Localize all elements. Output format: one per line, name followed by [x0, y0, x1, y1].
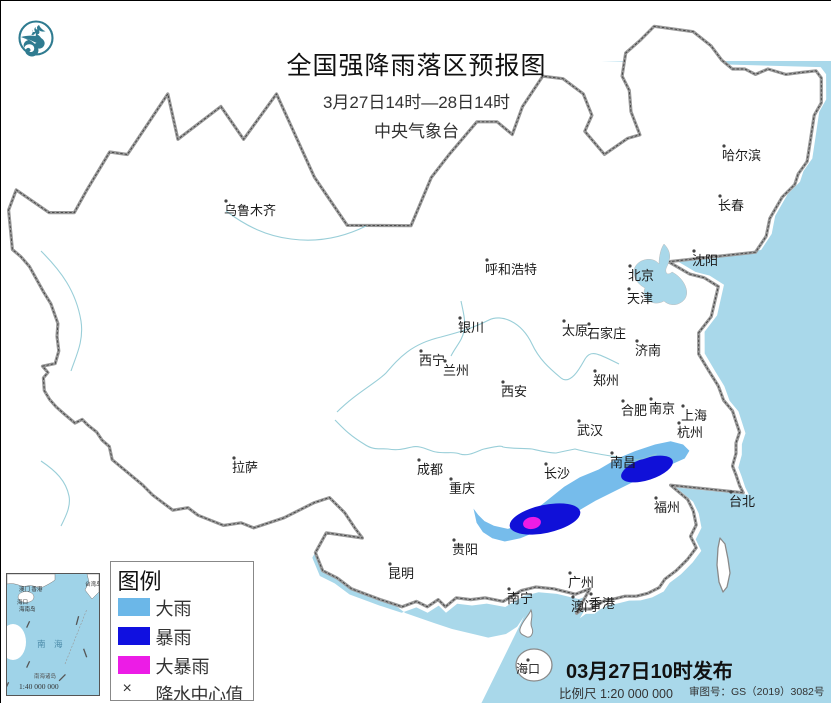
svg-text:长春: 长春 — [718, 198, 744, 213]
svg-text:济南: 济南 — [635, 343, 661, 358]
svg-text:贵阳: 贵阳 — [452, 542, 478, 557]
svg-text:南海诸岛: 南海诸岛 — [34, 672, 57, 680]
svg-text:南 海: 南 海 — [37, 639, 63, 649]
svg-text:哈尔滨: 哈尔滨 — [722, 148, 761, 163]
svg-text:香港: 香港 — [589, 596, 615, 611]
svg-text:兰州: 兰州 — [443, 363, 469, 378]
svg-text:广州: 广州 — [568, 575, 594, 590]
svg-text:西安: 西安 — [501, 384, 527, 399]
svg-text:长沙: 长沙 — [544, 466, 570, 481]
svg-text:南昌: 南昌 — [610, 455, 636, 470]
svg-text:北京: 北京 — [628, 268, 654, 283]
svg-text:台湾岛: 台湾岛 — [85, 580, 99, 588]
svg-text:昆明: 昆明 — [388, 566, 414, 581]
svg-text:南京: 南京 — [649, 401, 675, 416]
svg-text:呼和浩特: 呼和浩特 — [485, 262, 537, 277]
svg-text:成都: 成都 — [417, 462, 443, 477]
svg-text:海南岛: 海南岛 — [19, 605, 36, 613]
svg-text:银川: 银川 — [458, 320, 484, 335]
svg-text:上海: 上海 — [681, 408, 707, 423]
svg-text:台北: 台北 — [729, 494, 755, 509]
svg-text:太原: 太原 — [562, 323, 588, 338]
svg-text:福州: 福州 — [654, 500, 680, 515]
svg-text:乌鲁木齐: 乌鲁木齐 — [224, 203, 276, 218]
svg-text:拉萨: 拉萨 — [232, 460, 258, 475]
svg-text:石家庄: 石家庄 — [587, 326, 626, 341]
svg-text:杭州: 杭州 — [677, 425, 703, 440]
svg-text:沈阳: 沈阳 — [692, 253, 718, 268]
svg-text:郑州: 郑州 — [593, 373, 619, 388]
svg-text:澳门 香港: 澳门 香港 — [19, 585, 43, 593]
svg-text:海口: 海口 — [516, 661, 540, 676]
svg-text:1:40 000 000: 1:40 000 000 — [19, 682, 59, 691]
svg-text:武汉: 武汉 — [577, 423, 603, 438]
svg-text:天津: 天津 — [627, 291, 653, 306]
svg-text:重庆: 重庆 — [449, 481, 475, 496]
svg-text:海口: 海口 — [17, 598, 28, 606]
svg-text:南宁: 南宁 — [507, 591, 533, 606]
svg-text:西宁: 西宁 — [419, 353, 445, 368]
svg-text:合肥: 合肥 — [621, 403, 647, 418]
